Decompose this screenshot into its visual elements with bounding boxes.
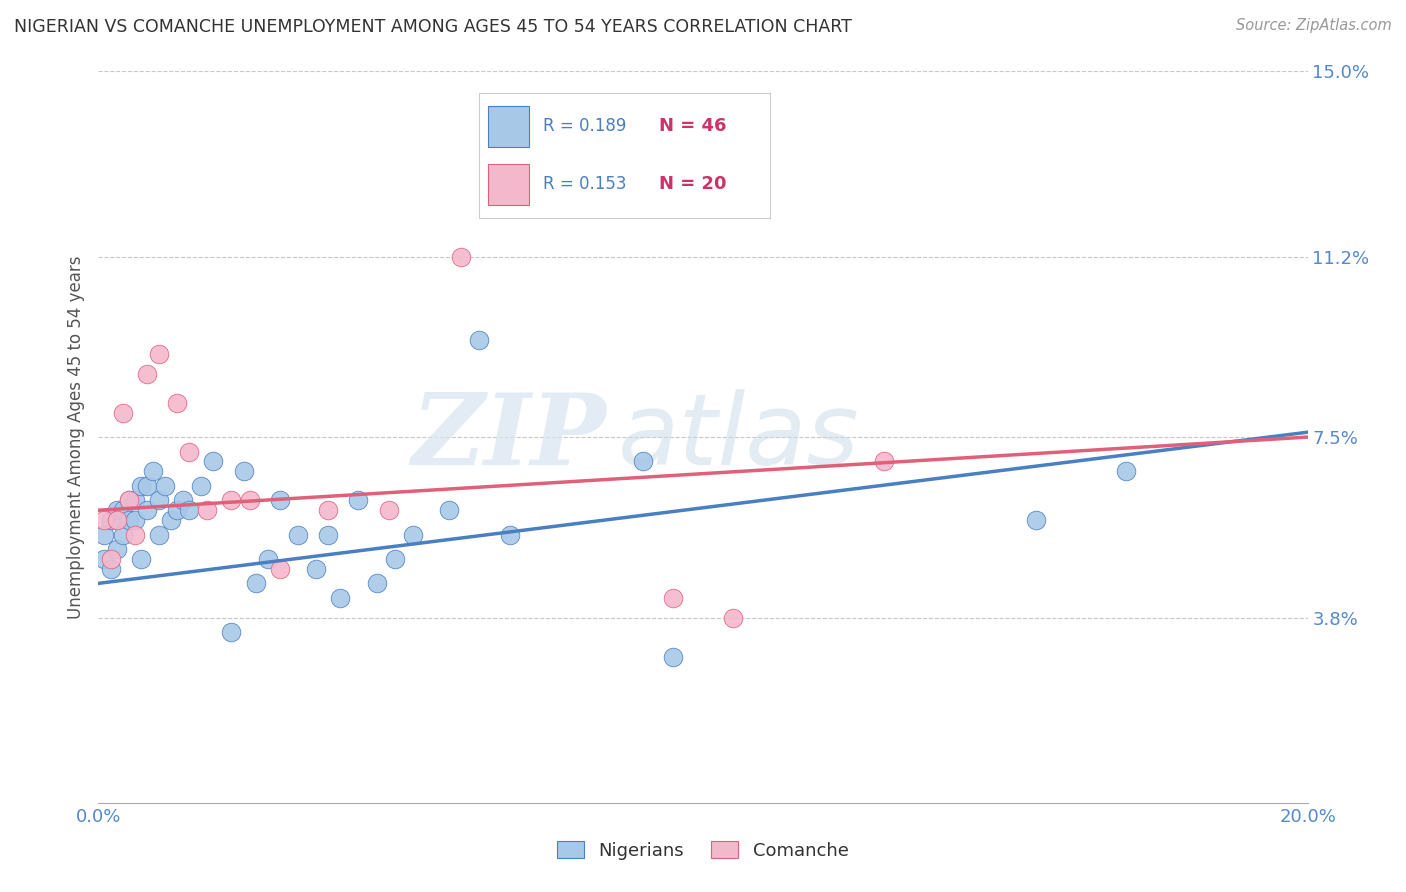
Point: [105, 513, 128, 527]
Point: [245, 576, 267, 591]
Point: [100, 562, 122, 576]
Point: [129, 479, 152, 493]
Point: [347, 493, 370, 508]
Point: [723, 610, 745, 624]
Point: [118, 513, 141, 527]
Point: [93, 552, 115, 566]
Point: [179, 503, 201, 517]
Point: [239, 493, 262, 508]
Point: [402, 527, 425, 541]
Point: [172, 493, 194, 508]
Point: [100, 513, 122, 527]
Point: [148, 527, 170, 541]
Legend: Nigerians, Comanche: Nigerians, Comanche: [550, 834, 856, 867]
Point: [135, 479, 157, 493]
Point: [135, 503, 157, 517]
Point: [221, 625, 243, 640]
Point: [661, 649, 683, 664]
Point: [195, 503, 218, 517]
Point: [305, 562, 328, 576]
Point: [100, 552, 122, 566]
Point: [316, 527, 339, 541]
Point: [468, 333, 491, 347]
Point: [269, 493, 291, 508]
Point: [118, 493, 141, 508]
Point: [124, 493, 146, 508]
Point: [221, 493, 243, 508]
Point: [631, 454, 654, 468]
Point: [661, 591, 683, 605]
Point: [873, 454, 896, 468]
Point: [153, 479, 176, 493]
Point: [256, 552, 278, 566]
Point: [179, 444, 201, 458]
Point: [166, 396, 188, 410]
Point: [232, 464, 254, 478]
Point: [135, 367, 157, 381]
Point: [93, 513, 115, 527]
Point: [93, 527, 115, 541]
Point: [111, 406, 134, 420]
Point: [160, 513, 183, 527]
Point: [111, 503, 134, 517]
Point: [129, 552, 152, 566]
Text: ZIP: ZIP: [412, 389, 606, 485]
Point: [148, 493, 170, 508]
Point: [105, 503, 128, 517]
Point: [377, 503, 399, 517]
Y-axis label: Unemployment Among Ages 45 to 54 years: Unemployment Among Ages 45 to 54 years: [66, 255, 84, 619]
Point: [366, 576, 388, 591]
Point: [202, 454, 225, 468]
Point: [269, 562, 291, 576]
Point: [1115, 464, 1137, 478]
Point: [105, 542, 128, 557]
Point: [190, 479, 212, 493]
Point: [166, 503, 188, 517]
Point: [384, 552, 406, 566]
Point: [498, 527, 520, 541]
Point: [148, 347, 170, 361]
Text: Source: ZipAtlas.com: Source: ZipAtlas.com: [1236, 18, 1392, 33]
Point: [111, 527, 134, 541]
Point: [316, 503, 339, 517]
Point: [437, 503, 460, 517]
Text: atlas: atlas: [619, 389, 860, 485]
Point: [118, 493, 141, 508]
Point: [142, 464, 165, 478]
Point: [287, 527, 309, 541]
Point: [124, 527, 146, 541]
Point: [124, 513, 146, 527]
Text: NIGERIAN VS COMANCHE UNEMPLOYMENT AMONG AGES 45 TO 54 YEARS CORRELATION CHART: NIGERIAN VS COMANCHE UNEMPLOYMENT AMONG …: [14, 18, 852, 36]
Point: [450, 250, 472, 264]
Point: [329, 591, 352, 605]
Point: [1024, 513, 1046, 527]
